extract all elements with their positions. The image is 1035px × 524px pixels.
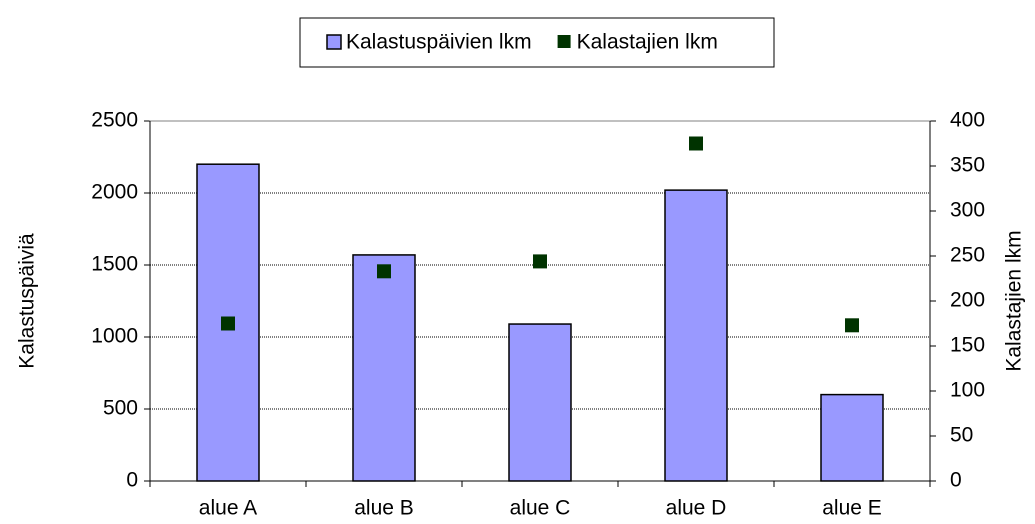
legend-label: Kalastuspäivien lkm <box>346 31 532 54</box>
y-tick-label: 2500 <box>91 109 138 132</box>
y-tick-label: 500 <box>103 397 138 420</box>
point <box>221 316 235 331</box>
y2-tick-label: 150 <box>950 334 985 357</box>
bar <box>508 323 572 482</box>
y2-tick-label: 50 <box>950 424 973 447</box>
x-tick-label: alue A <box>199 497 257 520</box>
bar <box>820 393 884 482</box>
x-tick-label: alue C <box>510 497 571 520</box>
bar <box>352 254 416 482</box>
y2-tick-label: 200 <box>950 289 985 312</box>
point <box>845 318 859 333</box>
x-tick-label: alue E <box>822 497 882 520</box>
y2-tick-label: 100 <box>950 379 985 402</box>
y2-tick-label: 300 <box>950 199 985 222</box>
point <box>377 264 391 279</box>
legend-box <box>299 17 775 68</box>
point <box>533 254 547 269</box>
y-tick-label: 0 <box>126 469 138 492</box>
legend-label: Kalastajien lkm <box>577 31 718 54</box>
point <box>689 136 703 151</box>
x-tick-label: alue D <box>666 497 727 520</box>
bar <box>664 189 728 482</box>
y2-tick-label: 250 <box>950 244 985 267</box>
y-tick-label: 2000 <box>91 181 138 204</box>
y-axis-label: Kalastuspäiviä <box>16 233 39 369</box>
y2-tick-label: 350 <box>950 154 985 177</box>
y2-tick-label: 0 <box>950 469 962 492</box>
y-tick-label: 1500 <box>91 253 138 276</box>
legend-swatch <box>557 35 571 48</box>
x-tick-label: alue B <box>354 497 414 520</box>
y-tick-label: 1000 <box>91 325 138 348</box>
y2-tick-label: 400 <box>950 109 985 132</box>
y2-axis-label: Kalastajien lkm <box>1003 230 1026 371</box>
legend-swatch <box>326 34 342 50</box>
